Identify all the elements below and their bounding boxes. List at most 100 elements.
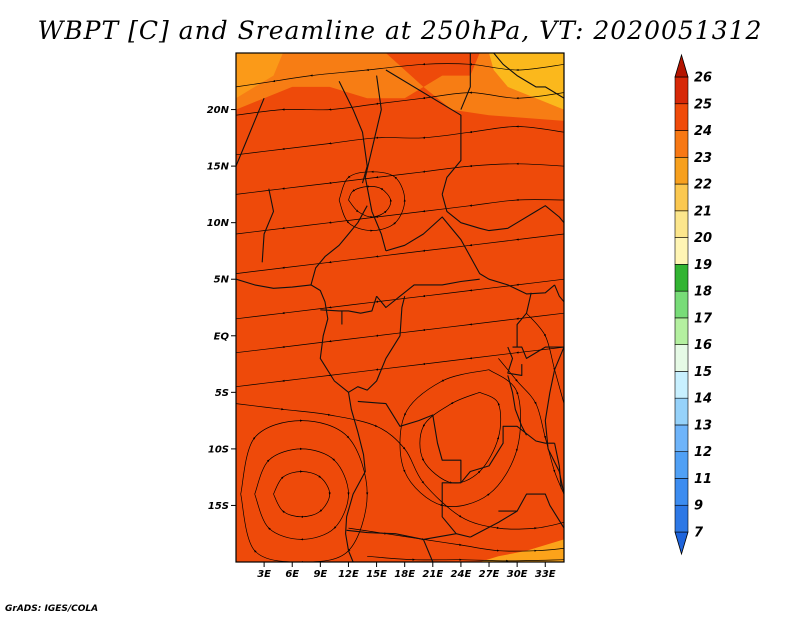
colorbar-label: 11 bbox=[694, 472, 712, 487]
colorbar-box bbox=[674, 397, 689, 426]
colorbar-box bbox=[674, 210, 689, 238]
colorbar-label: 26 bbox=[694, 71, 712, 86]
streamline-southern-westerlies-3 bbox=[367, 555, 564, 562]
map-title: WBPT [C] and Sreamline at 250hPa, VT: 20… bbox=[37, 16, 763, 45]
streamline-southeast-flow-2 bbox=[526, 312, 564, 404]
colorbar-label: 13 bbox=[694, 418, 712, 433]
border-border-13 bbox=[422, 539, 434, 562]
lat-tick-label: 15S bbox=[208, 501, 229, 512]
colorbar-label: 25 bbox=[694, 97, 712, 112]
lon-tick-label: 12E bbox=[338, 569, 359, 580]
colorbar-label: 22 bbox=[694, 178, 712, 193]
colorbar-box bbox=[674, 424, 689, 453]
lon-tick-label: 9E bbox=[313, 569, 327, 580]
border-border-19 bbox=[516, 292, 532, 348]
border-border-5 bbox=[460, 53, 471, 110]
colorbar-box bbox=[674, 371, 689, 399]
colorbar-label: 24 bbox=[694, 124, 712, 139]
colorbar-box bbox=[674, 237, 689, 265]
lon-tick-label: 6E bbox=[285, 569, 299, 580]
lon-tick-label: 30E bbox=[507, 569, 528, 580]
lat-tick-label: 10N bbox=[207, 218, 230, 229]
lon-tick-label: 3E bbox=[257, 569, 271, 580]
border-border-16 bbox=[470, 510, 518, 538]
colorbar-label: 21 bbox=[694, 204, 712, 219]
border-border-15 bbox=[498, 493, 564, 529]
colorbar-box bbox=[674, 478, 689, 506]
colorbar-label: 23 bbox=[694, 151, 712, 166]
lat-tick-label: EQ bbox=[214, 331, 230, 342]
border-lake-tanganyika bbox=[507, 375, 527, 436]
colorbar-label: 20 bbox=[694, 231, 712, 246]
lat-tick-label: 5N bbox=[214, 275, 230, 286]
border-border-11 bbox=[357, 400, 471, 538]
shading-north-west-edge bbox=[236, 53, 283, 99]
border-border-8 bbox=[320, 296, 378, 314]
border-border-10 bbox=[348, 296, 406, 393]
colorbar-box bbox=[674, 290, 689, 319]
border-west-coast bbox=[236, 278, 366, 562]
wbpt-shading-background bbox=[236, 53, 564, 562]
border-border-14 bbox=[460, 425, 555, 484]
country-borders bbox=[236, 53, 564, 562]
streamline-northern-easterlies-3 bbox=[236, 125, 564, 156]
lon-tick-label: 21E bbox=[422, 569, 443, 580]
lon-tick-label: 24E bbox=[451, 569, 472, 580]
border-border-2 bbox=[364, 75, 387, 252]
colorbar-label: 7 bbox=[694, 526, 704, 541]
colorbar-box bbox=[674, 504, 689, 533]
wbpt-colorbar: 7 9 11 12 13 14 15 16 17 18 19 20 21 22 23 24 25 26 bbox=[674, 53, 713, 556]
grads-credit: GrADS: IGES/COLA bbox=[5, 604, 99, 614]
colorbar-label: 12 bbox=[694, 445, 712, 460]
colorbar-label: 9 bbox=[694, 499, 703, 514]
lat-tick-label: 5S bbox=[215, 388, 229, 399]
colorbar-box bbox=[674, 76, 689, 105]
border-border-7 bbox=[376, 278, 480, 309]
colorbar-box bbox=[674, 183, 689, 212]
streamline-equatorial-1 bbox=[236, 278, 564, 320]
colorbar-label: 19 bbox=[694, 258, 712, 273]
border-border-17 bbox=[512, 346, 564, 359]
colorbar-high-triangle bbox=[674, 53, 689, 78]
shading-south-east-corner bbox=[479, 539, 564, 562]
colorbar-label: 17 bbox=[694, 311, 713, 326]
border-border-20 bbox=[554, 284, 564, 303]
lat-tick-label: 10S bbox=[208, 444, 229, 455]
border-border-21 bbox=[493, 53, 564, 99]
lon-tick-label: 33E bbox=[535, 569, 556, 580]
border-border-4 bbox=[338, 81, 368, 184]
lat-tick-label: 15N bbox=[207, 162, 230, 173]
colorbar-box bbox=[674, 344, 689, 372]
border-border-12 bbox=[346, 529, 457, 540]
plot-frame bbox=[235, 52, 565, 563]
lon-tick-label: 15E bbox=[366, 569, 387, 580]
border-border-18 bbox=[507, 346, 523, 376]
longitude-axis: 3E 6E 9E 12E 15E 18E 21E 24E 27E 30E 33E bbox=[257, 562, 556, 580]
lat-tick-label: 20N bbox=[207, 105, 230, 116]
streamline-northern-easterlies-6 bbox=[236, 233, 564, 274]
border-border-1 bbox=[385, 69, 462, 195]
latitude-axis: 20N 15N 10N 5N EQ 5S 10S 15S bbox=[207, 105, 236, 512]
colorbar-box bbox=[674, 264, 689, 292]
streamline-northern-easterlies-2 bbox=[236, 91, 564, 116]
colorbar-box bbox=[674, 156, 689, 185]
colorbar-label: 15 bbox=[694, 365, 712, 380]
border-border-24 bbox=[236, 97, 265, 167]
border-border-3 bbox=[261, 188, 275, 263]
plot-area bbox=[236, 53, 564, 562]
colorbar-low-triangle bbox=[674, 531, 689, 556]
border-border-6 bbox=[385, 216, 555, 295]
border-border-23 bbox=[310, 205, 368, 286]
streamline-equatorial-3 bbox=[236, 346, 564, 388]
colorbar-label: 16 bbox=[694, 338, 712, 353]
colorbar-box bbox=[674, 130, 689, 158]
streamline-southeast-flow-1 bbox=[498, 358, 564, 495]
streamline-northern-easterlies-1 bbox=[236, 63, 564, 88]
lon-tick-label: 18E bbox=[394, 569, 415, 580]
border-border-22 bbox=[441, 194, 564, 232]
border-lake-malawi bbox=[554, 443, 562, 489]
streamline-southern-westerlies-1 bbox=[236, 403, 564, 530]
colorbar-box bbox=[674, 103, 689, 131]
colorbar-label: 18 bbox=[694, 285, 712, 300]
